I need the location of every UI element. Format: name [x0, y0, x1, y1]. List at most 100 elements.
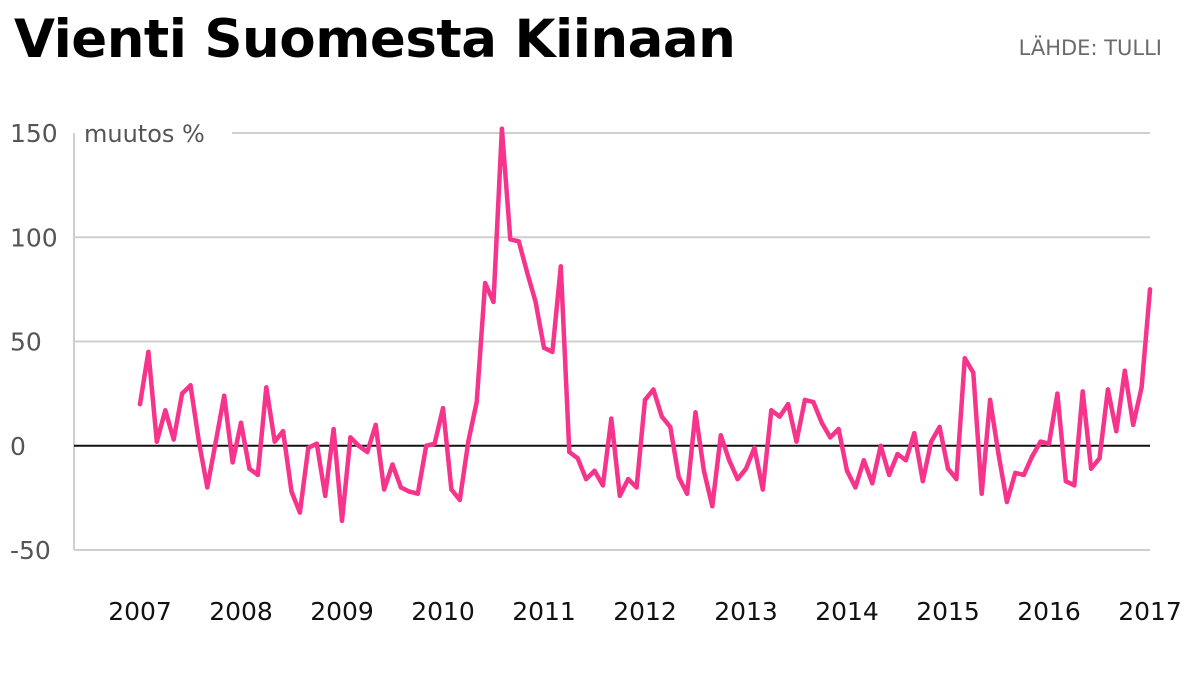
- x-tick-label: 2011: [512, 597, 576, 626]
- data-point: [895, 451, 900, 457]
- data-point: [272, 439, 277, 444]
- data-point: [1147, 287, 1153, 292]
- data-point: [533, 299, 538, 305]
- data-point: [971, 370, 976, 375]
- data-point: [280, 429, 286, 434]
- data-point: [1063, 479, 1069, 484]
- x-tick-label: 2008: [209, 597, 273, 626]
- data-point: [727, 458, 732, 463]
- y-tick-label: 150: [10, 119, 58, 148]
- data-point: [1131, 422, 1136, 428]
- y-tick-label: -50: [10, 536, 51, 565]
- data-point: [937, 424, 942, 430]
- source-label: LÄHDE: TULLI: [1018, 36, 1162, 60]
- data-point: [853, 485, 858, 490]
- data-point: [1088, 466, 1094, 471]
- y-axis-unit-label: muutos %: [84, 120, 205, 148]
- data-point: [205, 485, 210, 490]
- data-point: [836, 426, 841, 432]
- x-tick-label: 2014: [815, 597, 879, 626]
- x-tick-label: 2013: [714, 597, 778, 626]
- data-point: [1038, 439, 1043, 444]
- data-point: [491, 299, 496, 305]
- data-point: [1139, 385, 1144, 390]
- chart-title: Vienti Suomesta Kiinaan: [14, 9, 736, 70]
- data-point: [373, 422, 378, 428]
- data-point: [903, 458, 909, 463]
- data-point: [289, 489, 294, 494]
- data-point: [567, 449, 572, 455]
- data-point: [424, 443, 429, 448]
- data-point: [785, 401, 791, 407]
- data-point: [583, 476, 589, 482]
- data-point: [811, 399, 816, 405]
- data-point: [659, 414, 664, 419]
- data-point: [1004, 499, 1010, 505]
- data-point: [626, 476, 631, 482]
- data-point: [516, 239, 521, 244]
- data-point: [609, 416, 614, 421]
- data-point: [213, 439, 218, 444]
- data-point: [238, 420, 244, 425]
- data-point: [870, 481, 875, 486]
- data-point: [381, 487, 387, 492]
- data-point: [878, 443, 883, 448]
- data-point: [861, 458, 866, 463]
- data-point: [508, 237, 513, 242]
- data-point: [684, 491, 690, 496]
- data-point: [912, 431, 917, 436]
- data-point: [777, 414, 782, 419]
- data-point: [398, 485, 404, 490]
- x-tick-label: 2016: [1017, 597, 1081, 626]
- data-point: [760, 487, 765, 492]
- data-point: [230, 460, 235, 465]
- data-point: [634, 485, 639, 490]
- x-tick-label: 2009: [310, 597, 374, 626]
- data-point: [255, 472, 260, 478]
- data-point: [137, 401, 143, 407]
- data-point: [802, 397, 808, 403]
- data-point: [1055, 391, 1060, 396]
- data-point: [188, 383, 193, 388]
- data-point: [752, 445, 757, 450]
- data-point: [222, 393, 227, 398]
- data-point: [339, 518, 345, 523]
- data-point: [499, 126, 505, 131]
- data-point: [1030, 454, 1035, 459]
- y-tick-label: 50: [10, 328, 42, 357]
- data-point: [828, 435, 833, 440]
- data-point: [886, 472, 892, 478]
- data-point: [735, 476, 740, 482]
- data-point: [701, 468, 707, 473]
- data-point: [1122, 368, 1128, 373]
- data-point: [651, 387, 656, 392]
- data-point: [407, 489, 412, 494]
- data-point: [769, 408, 774, 413]
- data-point: [297, 510, 303, 515]
- data-point: [979, 491, 984, 496]
- data-point: [171, 437, 176, 442]
- data-point: [1046, 441, 1052, 446]
- data-point: [432, 441, 437, 446]
- data-point: [710, 504, 715, 509]
- data-point: [617, 493, 622, 498]
- y-axis-ticks: 150 100 50 0 -50: [10, 119, 58, 565]
- data-point: [146, 349, 151, 355]
- data-point: [600, 483, 606, 488]
- data-point: [668, 424, 673, 430]
- data-point: [718, 433, 723, 438]
- data-point: [962, 356, 967, 361]
- data-point: [154, 439, 159, 444]
- data-point: [1072, 483, 1077, 488]
- data-point: [541, 345, 547, 350]
- data-point: [575, 456, 580, 461]
- x-tick-label: 2010: [411, 597, 475, 626]
- data-point: [415, 491, 420, 496]
- data-point: [1021, 472, 1026, 478]
- data-point: [996, 451, 1001, 457]
- data-point: [550, 349, 555, 355]
- series-line: [137, 126, 1153, 524]
- data-point: [1097, 456, 1102, 461]
- data-point: [323, 493, 328, 498]
- data-point: [306, 445, 311, 450]
